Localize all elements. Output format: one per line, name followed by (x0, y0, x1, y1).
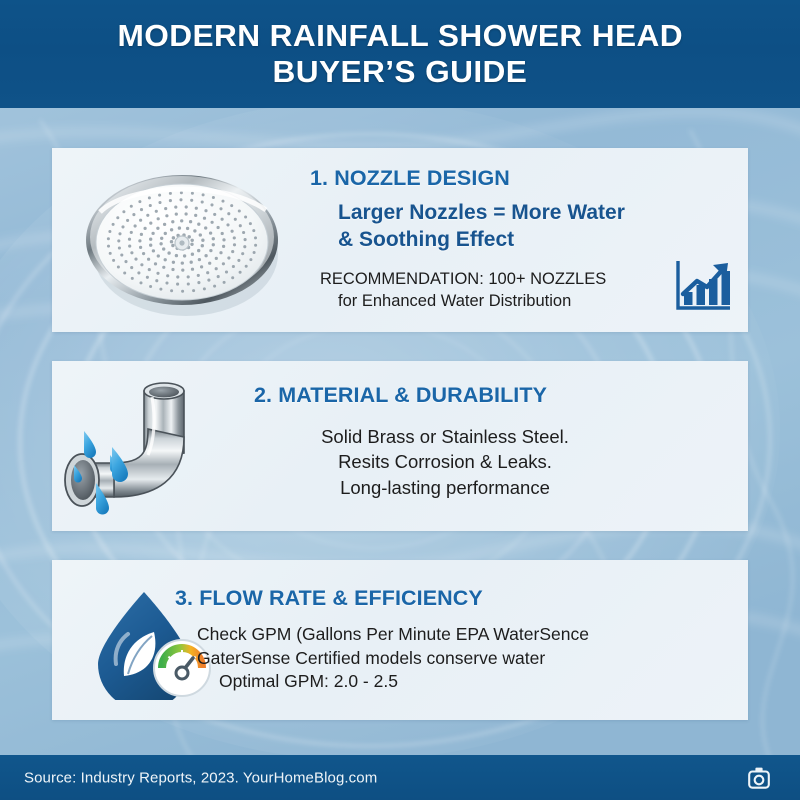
card-1-subheading-line-2: & Soothing Effect (338, 227, 515, 251)
card-2-heading: 2. MATERIAL & DURABILITY (254, 383, 548, 407)
page-title-line-1: MODERN RAINFALL SHOWER HEAD (117, 17, 683, 53)
card-1-body-line-1: RECOMMENDATION: 100+ NOZZLES (320, 270, 607, 288)
card-3-heading: 3. FLOW RATE & EFFICIENCY (175, 586, 483, 610)
card-3-body-line-3: Optimal GPM: 2.0 - 2.5 (219, 671, 398, 692)
card-2-body-line-3: Long-lasting performance (340, 476, 550, 498)
card-1-subheading-line-1: Larger Nozzles = More Water (338, 201, 625, 224)
card-nozzle-design: 1. NOZZLE DESIGN Larger Nozzles = More W… (52, 148, 748, 332)
rainfall-shower-head-illustration (86, 175, 278, 316)
card-1-body-line-2: for Enhanced Water Distribution (338, 292, 572, 311)
source-credit: Source: Industry Reports, 2023. YourHome… (24, 769, 378, 786)
camera-icon[interactable] (746, 765, 772, 791)
header-banner: MODERN RAINFALL SHOWER HEAD BUYER’S GUID… (0, 0, 800, 108)
card-material-durability: 2. MATERIAL & DURABILITY Solid Brass or … (52, 361, 748, 531)
eco-water-drop-gauge-icon (98, 592, 211, 700)
page-title-line-2: BUYER’S GUIDE (272, 54, 528, 89)
card-3-body: Check GPM (Gallons Per Minute EPA WaterS… (197, 623, 589, 694)
card-1-body: RECOMMENDATION: 100+ NOZZLES for Enhance… (320, 268, 606, 312)
card-1-subheading: Larger Nozzles = More Water & Soothing E… (338, 200, 625, 253)
card-1-heading: 1. NOZZLE DESIGN (310, 166, 510, 190)
card-2-body: Solid Brass or Stainless Steel. Resits C… (280, 424, 610, 500)
card-flow-rate-efficiency: 3. FLOW RATE & EFFICIENCY Check GPM (Gal… (52, 560, 748, 720)
bar-chart-growth-icon (676, 261, 730, 310)
card-3-body-line-2: GaterSense Certified models conserve wat… (197, 647, 546, 668)
card-2-body-line-2: Resits Corrosion & Leaks. (338, 451, 552, 473)
footer-bar: Source: Industry Reports, 2023. YourHome… (0, 755, 800, 800)
water-droplets (74, 431, 128, 515)
card-3-body-line-1: Check GPM (Gallons Per Minute EPA WaterS… (197, 624, 589, 644)
leaking-elbow-pipe-illustration (64, 382, 185, 515)
card-2-body-line-1: Solid Brass or Stainless Steel. (321, 426, 569, 447)
